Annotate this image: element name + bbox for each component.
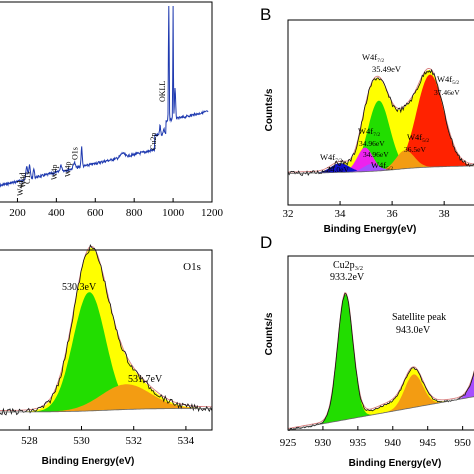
panel-a-peak-label: O1s xyxy=(71,147,80,160)
panel-a-peak-label: OKLL xyxy=(158,81,167,102)
panel-d-tick-label: 940 xyxy=(385,437,402,449)
panel-b-peak-2b-value: 34.96eV xyxy=(363,150,389,159)
panel-a-peak-label: C1s xyxy=(23,172,32,184)
panel-c-xticks: 528 530 532 534 xyxy=(21,426,195,447)
c-plot-raw-data xyxy=(0,244,213,416)
b-plot-peak-1 xyxy=(288,74,474,174)
panel-c-title: O1s xyxy=(183,261,201,273)
panel-d-peak-0-label: Cu2p3/2 xyxy=(333,260,363,272)
panel-d-tick-label: 930 xyxy=(315,437,332,449)
panel-b-xticks: 32 34 36 38 xyxy=(283,201,451,220)
panel-c-peak-0-value: 530.3eV xyxy=(62,282,97,293)
panel-a-tick-label: 200 xyxy=(9,207,26,219)
panel-a-peak-label: Cu2p xyxy=(149,133,158,150)
panel-b-letter: B xyxy=(260,5,271,24)
panel-a-tick-label: 1200 xyxy=(201,207,224,219)
c-plot-background xyxy=(0,408,212,413)
panel-a-peak-label: W4d xyxy=(16,180,25,196)
panel-b-peak-1-label: W4f5/2 xyxy=(437,74,459,86)
panel-d-tick-label: 945 xyxy=(419,437,436,449)
b-plot-background xyxy=(288,165,474,174)
panel-b-ylabel: Counts/s xyxy=(264,88,275,131)
panel-a-frame xyxy=(0,1,213,203)
panel-d-letter: D xyxy=(260,233,272,252)
panel-c-tick-label: 532 xyxy=(125,435,142,447)
b-plot-raw-data xyxy=(287,68,474,177)
panel-b-peak-0-value: 35.49eV xyxy=(372,64,402,74)
panel-d-frame xyxy=(287,255,474,431)
panel-d-peak-1-label: Satellite peak xyxy=(392,312,446,323)
panel-d-xticks: 925 930 935 940 945 950 xyxy=(280,426,471,449)
panel-c-annotations: 530.3eV 531.7eV xyxy=(62,282,163,385)
d-plot-peak-1 xyxy=(288,374,474,430)
panel-d-peak-0-sub: 3/2 xyxy=(355,265,363,272)
panel-b-tick-label: 36 xyxy=(387,208,399,220)
panel-b-peak-4-value: 34.0eV xyxy=(327,165,349,174)
d-plot-peak-0 xyxy=(288,294,474,430)
c-plot-envelope-area xyxy=(0,247,212,412)
d-plot-peak-2 xyxy=(288,373,474,430)
panel-d-tick-label: 925 xyxy=(280,437,297,449)
c-plot-peak-0 xyxy=(0,292,212,412)
panel-c-xlabel: Binding Energy(eV) xyxy=(42,456,135,467)
panel-d-xlabel: Binding Energy(eV) xyxy=(349,458,442,469)
panel-b-peak-2-value: 34.96eV xyxy=(359,139,385,148)
panel-b-peak-1-value: 37.46eV xyxy=(434,88,460,97)
panel-b-peak-4-label-sub: 7/2 xyxy=(335,158,342,164)
panel-b-frame xyxy=(287,19,474,206)
panel-c-frame xyxy=(0,249,213,431)
panel-a-tick-label: 800 xyxy=(126,207,143,219)
panel-d-tick-label: 935 xyxy=(350,437,367,449)
panel-a-tick-label: 600 xyxy=(87,207,104,219)
panel-d-tick-label: 950 xyxy=(454,437,471,449)
panel-d: D Counts/s 925 930 935 940 945 950 Binding En… xyxy=(260,233,474,469)
panel-b-xlabel: Binding Energy(eV) xyxy=(324,224,417,235)
panel-c-tick-label: 534 xyxy=(178,435,195,447)
panel-b-peak-0-label-sub: 7/2 xyxy=(377,58,384,64)
panel-d-peak-0-value: 933.2eV xyxy=(330,272,365,283)
panel-b-peak-3-label-sub: 5/2 xyxy=(422,138,429,144)
panel-b-peak-1-label-sub: 5/2 xyxy=(452,80,459,86)
panel-a-peak-label: W4d xyxy=(19,172,28,188)
b-plot-peak-0 xyxy=(288,100,474,174)
panel-a-tick-label: 1000 xyxy=(162,207,185,219)
panel-b-peak-4-label: W4f7/2 xyxy=(320,152,342,164)
panel-b-peak-3-value: 36.5eV xyxy=(404,145,426,154)
panel-a-tick-label: 400 xyxy=(48,207,65,219)
panel-b-tick-label: 32 xyxy=(283,208,294,220)
d-plot-background xyxy=(287,396,474,431)
panel-a-peak-label: W4p xyxy=(63,161,72,177)
c-plot-peak-1 xyxy=(0,384,212,412)
panel-c-peak-1-value: 531.7eV xyxy=(128,374,163,385)
panel-b-tick-label: 38 xyxy=(439,208,451,220)
panel-c: O1s 528 530 532 534 Binding Energy(eV) 530.… xyxy=(0,244,213,467)
panel-b-plot xyxy=(287,67,474,177)
panel-c-plot xyxy=(0,244,213,416)
panel-d-peak-1-value: 943.0eV xyxy=(396,325,431,336)
panel-b-tick-label: 34 xyxy=(335,208,347,220)
d-plot-fit-envelope xyxy=(287,291,474,429)
panel-a-survey-line xyxy=(0,5,209,188)
panel-c-tick-label: 530 xyxy=(73,435,90,447)
panel-a-peak-label: W4p xyxy=(50,164,59,180)
panel-b-peak-2-label-sub: 7/2 xyxy=(373,132,380,138)
panel-b-peak-5-label-sub: 5/2 xyxy=(386,166,393,172)
b-plot-peak-5 xyxy=(288,163,474,174)
panel-d-ylabel: Counts/s xyxy=(264,312,275,355)
panel-a-xticks: 200 400 600 800 1000 1200 xyxy=(9,198,224,219)
panel-b: B Counts/s 32 34 36 38 Binding Energy(eV) W… xyxy=(260,5,474,235)
panel-c-tick-label: 528 xyxy=(21,435,38,447)
panel-d-plot xyxy=(287,291,474,431)
panel-b-peak-0-label: W4f7/2 xyxy=(362,52,384,64)
